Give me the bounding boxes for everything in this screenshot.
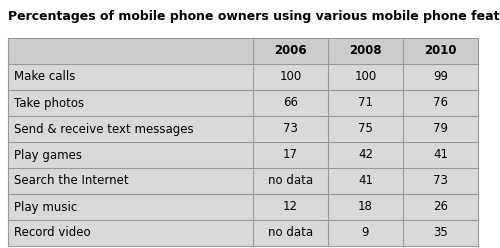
Text: 35: 35 (433, 226, 448, 240)
Text: 2010: 2010 (424, 44, 457, 58)
Text: 73: 73 (433, 175, 448, 187)
Bar (8, 90, 478, 116)
Text: 100: 100 (354, 70, 376, 84)
Text: 9: 9 (362, 226, 369, 240)
Bar (8, 168, 478, 194)
Text: 2008: 2008 (349, 44, 382, 58)
Text: 17: 17 (283, 149, 298, 161)
Text: 75: 75 (358, 123, 373, 135)
Text: 99: 99 (433, 70, 448, 84)
Bar (8, 194, 478, 220)
Text: Search the Internet: Search the Internet (14, 175, 128, 187)
Text: 71: 71 (358, 96, 373, 110)
Text: 2006: 2006 (274, 44, 307, 58)
Text: Percentages of mobile phone owners using various mobile phone features: Percentages of mobile phone owners using… (8, 10, 500, 23)
Text: Record video: Record video (14, 226, 90, 240)
Text: 73: 73 (283, 123, 298, 135)
Text: 100: 100 (280, 70, 301, 84)
Text: Take photos: Take photos (14, 96, 84, 110)
Text: 66: 66 (283, 96, 298, 110)
Text: 26: 26 (433, 200, 448, 214)
Bar (8, 116, 478, 142)
Text: Make calls: Make calls (14, 70, 76, 84)
Text: no data: no data (268, 226, 313, 240)
Text: 79: 79 (433, 123, 448, 135)
Text: Play music: Play music (14, 200, 77, 214)
Text: 76: 76 (433, 96, 448, 110)
Text: Play games: Play games (14, 149, 82, 161)
Text: 18: 18 (358, 200, 373, 214)
Text: 41: 41 (433, 149, 448, 161)
Text: no data: no data (268, 175, 313, 187)
Bar (8, 220, 478, 246)
Text: Send & receive text messages: Send & receive text messages (14, 123, 194, 135)
Text: 41: 41 (358, 175, 373, 187)
Bar (8, 142, 478, 168)
Text: 12: 12 (283, 200, 298, 214)
Bar (8, 38, 478, 64)
Bar (8, 64, 478, 90)
Text: 42: 42 (358, 149, 373, 161)
